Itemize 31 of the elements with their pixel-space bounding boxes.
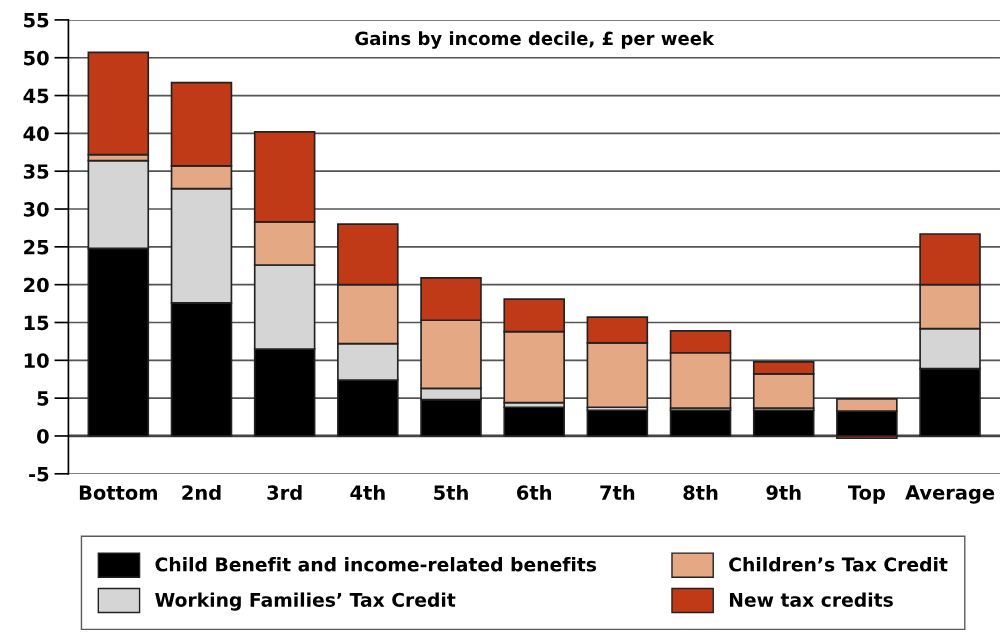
y-tick-label: -5 bbox=[29, 467, 49, 482]
x-tick-label: 5th bbox=[434, 484, 468, 500]
x-tick-label: Average bbox=[905, 485, 995, 504]
legend-label: Working Families’ Tax Credit bbox=[155, 592, 456, 611]
y-tick-label: 15 bbox=[24, 315, 49, 331]
y-tick-label: 20 bbox=[24, 277, 49, 293]
legend-label: Children’s Tax Credit bbox=[729, 557, 948, 572]
x-tick-label: Top bbox=[848, 485, 885, 504]
bar bbox=[586, 409, 649, 437]
x-tick-label: 7th bbox=[600, 484, 635, 500]
x-tick-label: 8th bbox=[683, 484, 718, 500]
y-tick-label: 55 bbox=[24, 13, 49, 28]
y-tick-label: 35 bbox=[23, 164, 49, 179]
x-tick-label: 4th bbox=[350, 484, 385, 500]
x-tick-label: Bottom bbox=[79, 485, 157, 500]
x-tick-label: 6th bbox=[517, 484, 551, 500]
y-tick-label: 5 bbox=[37, 391, 49, 406]
y-tick-label: 45 bbox=[23, 88, 49, 104]
legend-label: Child Benefit and income-related benefits bbox=[155, 557, 597, 572]
text: Gains by income decile, £ per week bbox=[355, 31, 715, 49]
bar bbox=[503, 406, 565, 437]
x-tick-label: 2nd bbox=[182, 484, 221, 500]
legend-label: New tax credits bbox=[729, 592, 893, 607]
x-tick-label: 9th bbox=[766, 484, 801, 500]
y-tick-label: 10 bbox=[24, 353, 49, 368]
y-tick-label: 30 bbox=[23, 201, 49, 217]
y-tick-label: 50 bbox=[24, 50, 49, 66]
y-tick-label: 25 bbox=[24, 239, 49, 255]
y-tick-label: 40 bbox=[23, 126, 49, 142]
y-tick-label: 0 bbox=[37, 428, 49, 444]
x-tick-label: 3rd bbox=[267, 484, 302, 500]
